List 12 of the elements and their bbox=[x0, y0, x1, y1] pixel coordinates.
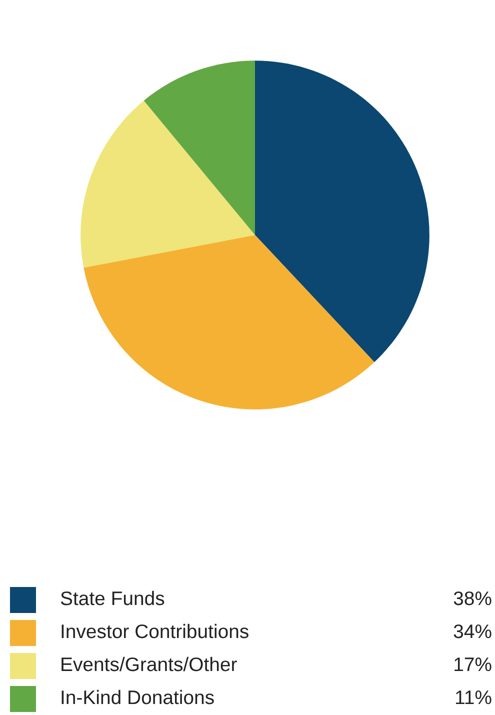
data-label: 34% bbox=[454, 624, 492, 638]
legend-label: Events/Grants/Other bbox=[62, 656, 237, 672]
pie-slice bbox=[84, 235, 374, 410]
data-label: 38% bbox=[454, 591, 492, 606]
pie-slice bbox=[144, 60, 255, 235]
legend-label: State Funds bbox=[60, 590, 164, 606]
data-label: 11% bbox=[456, 690, 492, 704]
pie-slice bbox=[80, 100, 255, 268]
legend-label: Investor Contributions bbox=[62, 624, 248, 638]
legend-label: In-Kind Donations bbox=[62, 690, 214, 704]
data-label: 17% bbox=[454, 658, 492, 672]
pie-slice bbox=[255, 60, 430, 362]
